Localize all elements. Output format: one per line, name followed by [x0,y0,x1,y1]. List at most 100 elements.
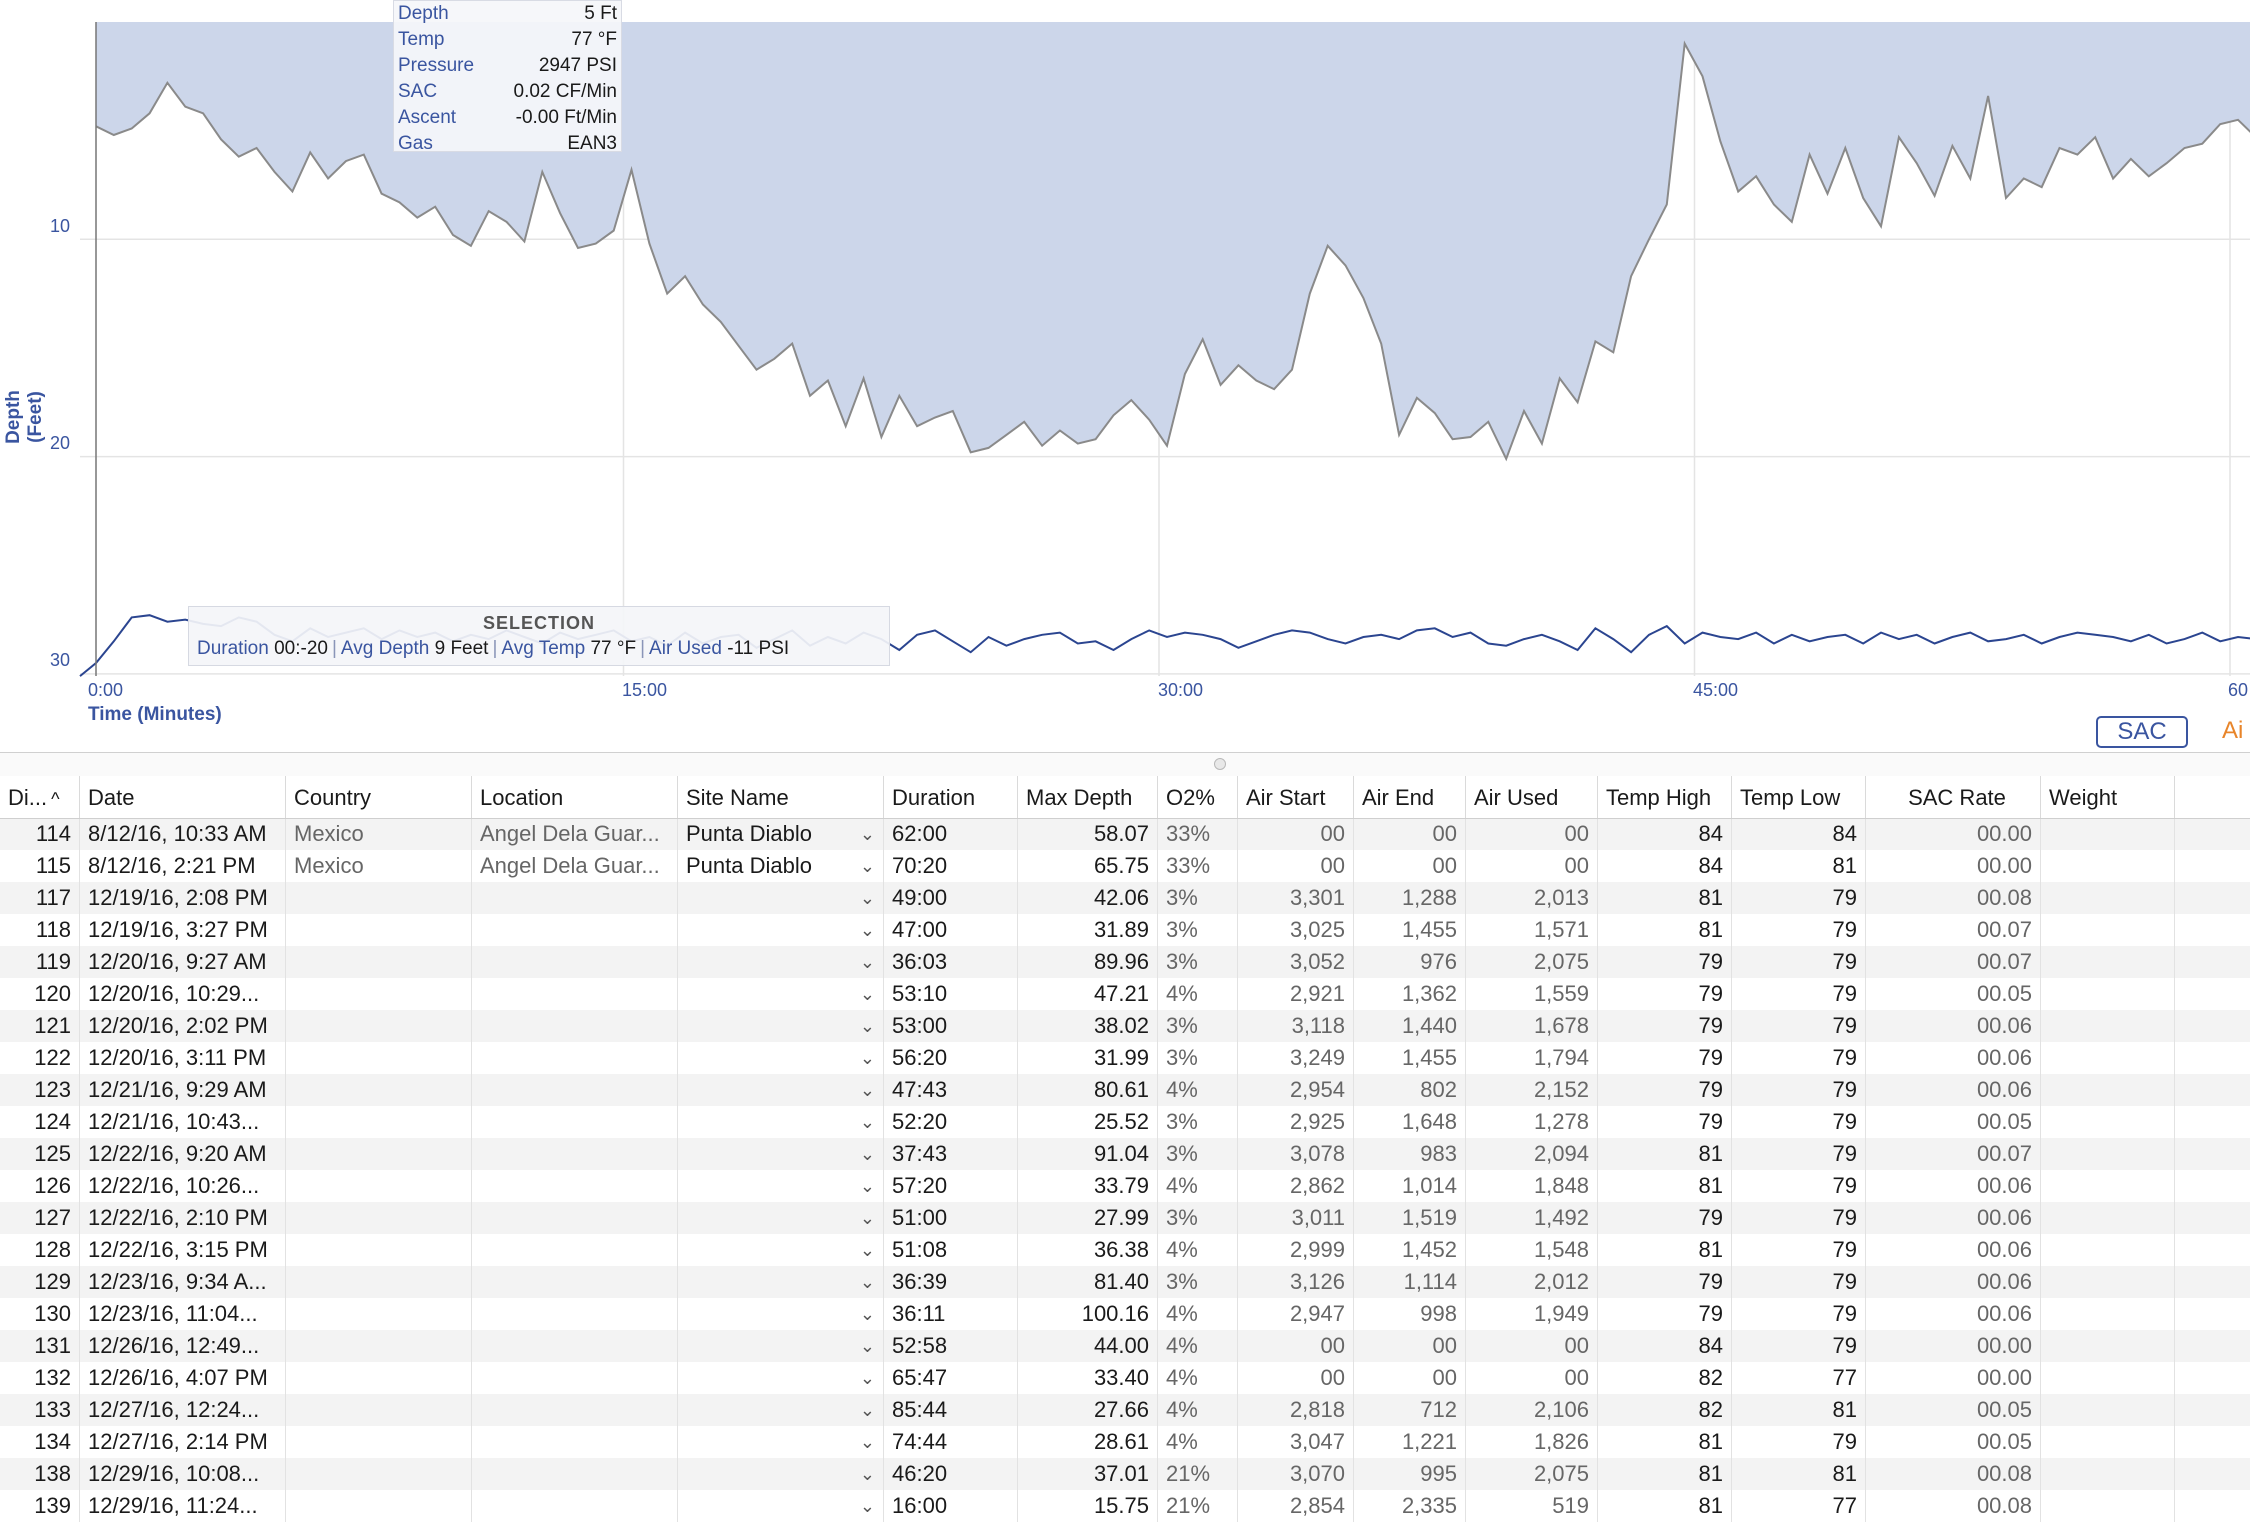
chevron-down-icon[interactable]: ⌄ [859,1144,875,1164]
chevron-down-icon[interactable]: ⌄ [859,1336,875,1356]
cell-site-name[interactable]: ⌄ [678,1138,884,1170]
cell-site-name[interactable]: ⌄ [678,914,884,946]
chevron-down-icon[interactable]: ⌄ [859,952,875,972]
cell-site-name[interactable]: Punta Diablo ⌄ [678,818,884,850]
column-header-temp-low[interactable]: Temp Low [1732,776,1866,818]
chevron-down-icon[interactable]: ⌄ [859,1400,875,1420]
table-row[interactable]: 123 12/21/16, 9:29 AM ⌄ 47:43 80.61 4% 2,954 80… [0,1074,2250,1106]
cell-site-name[interactable]: ⌄ [678,1330,884,1362]
sort-ascending-icon[interactable]: ^ [51,789,60,809]
chevron-down-icon[interactable]: ⌄ [859,1176,875,1196]
column-header-air-used[interactable]: Air Used [1466,776,1598,818]
chevron-down-icon[interactable]: ⌄ [859,1016,875,1036]
cell-text: 4% [1166,1173,1198,1198]
table-row[interactable]: 124 12/21/16, 10:43... ⌄ 52:20 25.52 3% 2,925 1… [0,1106,2250,1138]
cell-site-name[interactable]: ⌄ [678,1490,884,1522]
table-row[interactable]: 132 12/26/16, 4:07 PM ⌄ 65:47 33.40 4% 00 00 00 8… [0,1362,2250,1394]
cell-site-name[interactable]: ⌄ [678,1106,884,1138]
cell-temp-high: 84 [1598,818,1732,850]
pane-splitter[interactable] [0,752,2250,777]
chevron-down-icon[interactable]: ⌄ [859,1112,875,1132]
cell-site-name[interactable]: ⌄ [678,1234,884,1266]
table-row[interactable]: 121 12/20/16, 2:02 PM ⌄ 53:00 38.02 3% 3,118 1,… [0,1010,2250,1042]
chevron-down-icon[interactable]: ⌄ [859,1432,875,1452]
table-row[interactable]: 133 12/27/16, 12:24... ⌄ 85:44 27.66 4% 2,818 7… [0,1394,2250,1426]
cell-text: 00.00 [1976,1333,2032,1358]
cell-text: 131 [34,1333,71,1358]
cell-site-name[interactable]: ⌄ [678,1010,884,1042]
chevron-down-icon[interactable]: ⌄ [859,1368,875,1388]
table-row[interactable]: 128 12/22/16, 3:15 PM ⌄ 51:08 36.38 4% 2,999 1,… [0,1234,2250,1266]
cell-weight [2041,1042,2175,1074]
sac-toggle-button[interactable]: SAC [2096,716,2188,748]
chevron-down-icon[interactable]: ⌄ [859,1048,875,1068]
column-header-air-start[interactable]: Air Start [1238,776,1354,818]
table-row[interactable]: 131 12/26/16, 12:49... ⌄ 52:58 44.00 4% 00 00 00… [0,1330,2250,1362]
column-header-air-end[interactable]: Air End [1354,776,1466,818]
chevron-down-icon[interactable]: ⌄ [859,888,875,908]
column-header-location[interactable]: Location [472,776,678,818]
splitter-handle-icon[interactable] [1214,758,1226,770]
cell-site-name[interactable]: ⌄ [678,1074,884,1106]
table-row[interactable]: 134 12/27/16, 2:14 PM ⌄ 74:44 28.61 4% 3,047 1,… [0,1426,2250,1458]
table-row[interactable]: 127 12/22/16, 2:10 PM ⌄ 51:00 27.99 3% 3,011 1,… [0,1202,2250,1234]
column-header-sac-rate[interactable]: SAC Rate [1866,776,2041,818]
column-header-dive-number[interactable]: Di... ^ [0,776,80,818]
chevron-down-icon[interactable]: ⌄ [859,1208,875,1228]
column-header-duration[interactable]: Duration [884,776,1018,818]
cell-site-name[interactable]: ⌄ [678,1298,884,1330]
dive-profile-chart[interactable]: Depth (Feet) 10 20 30 0:00 15:00 30:00 4… [0,0,2250,760]
table-row[interactable]: 114 8/12/16, 10:33 AM Mexico Angel Dela Gua… [0,818,2250,850]
cell-text: 84 [1698,853,1723,878]
table-row[interactable]: 117 12/19/16, 2:08 PM ⌄ 49:00 42.06 3% 3,301 1,… [0,882,2250,914]
cell-o2-percent: 21% [1158,1490,1238,1522]
cell-site-name[interactable]: ⌄ [678,882,884,914]
chevron-down-icon[interactable]: ⌄ [859,824,875,844]
cell-site-name[interactable]: ⌄ [678,1202,884,1234]
chevron-down-icon[interactable]: ⌄ [859,1464,875,1484]
chevron-down-icon[interactable]: ⌄ [859,1272,875,1292]
chevron-down-icon[interactable]: ⌄ [859,856,875,876]
cell-location: Angel Dela Guar... [472,850,678,882]
table-row[interactable]: 129 12/23/16, 9:34 A... ⌄ 36:39 81.40 3% 3,126… [0,1266,2250,1298]
cell-site-name[interactable]: ⌄ [678,1362,884,1394]
table-row[interactable]: 139 12/29/16, 11:24... ⌄ 16:00 15.75 21% 2,854… [0,1490,2250,1522]
chevron-down-icon[interactable]: ⌄ [859,1240,875,1260]
cell-site-name[interactable]: ⌄ [678,1042,884,1074]
air-toggle-button[interactable]: Ai [2222,717,2244,744]
column-header-max-depth[interactable]: Max Depth [1018,776,1158,818]
column-header-site-name[interactable]: Site Name [678,776,884,818]
table-row[interactable]: 119 12/20/16, 9:27 AM ⌄ 36:03 89.96 3% 3,052 97… [0,946,2250,978]
table-row[interactable]: 130 12/23/16, 11:04... ⌄ 36:11 100.16 4% 2,947… [0,1298,2250,1330]
cell-country [286,946,472,978]
column-header-weight[interactable]: Weight [2041,776,2175,818]
cell-site-name[interactable]: ⌄ [678,946,884,978]
cell-site-name[interactable]: ⌄ [678,1394,884,1426]
table-row[interactable]: 126 12/22/16, 10:26... ⌄ 57:20 33.79 4% 2,862 1… [0,1170,2250,1202]
cell-site-name[interactable]: ⌄ [678,1458,884,1490]
cell-site-name[interactable]: ⌄ [678,1170,884,1202]
chevron-down-icon[interactable]: ⌄ [859,1080,875,1100]
column-header-o2-percent[interactable]: O2% [1158,776,1238,818]
cell-site-name[interactable]: ⌄ [678,1426,884,1458]
table-row[interactable]: 118 12/19/16, 3:27 PM ⌄ 47:00 31.89 3% 3,025 1,… [0,914,2250,946]
cell-site-name[interactable]: ⌄ [678,1266,884,1298]
column-header-date[interactable]: Date [80,776,286,818]
cell-text: 00 [1432,1333,1457,1358]
table-row[interactable]: 115 8/12/16, 2:21 PM Mexico Angel Dela Guar… [0,850,2250,882]
chevron-down-icon[interactable]: ⌄ [859,920,875,940]
table-row[interactable]: 138 12/29/16, 10:08... ⌄ 46:20 37.01 21% 3,070… [0,1458,2250,1490]
chevron-down-icon[interactable]: ⌄ [859,1304,875,1324]
chevron-down-icon[interactable]: ⌄ [859,984,875,1004]
selection-summary: SELECTION Duration 00:-20 | Avg Depth 9 Fe… [188,606,890,666]
table-row[interactable]: 122 12/20/16, 3:11 PM ⌄ 56:20 31.99 3% 3,249 1,… [0,1042,2250,1074]
cell-site-name[interactable]: Punta Diablo ⌄ [678,850,884,882]
cell-site-name[interactable]: ⌄ [678,978,884,1010]
chevron-down-icon[interactable]: ⌄ [859,1496,875,1516]
column-header-country[interactable]: Country [286,776,472,818]
table-row[interactable]: 125 12/22/16, 9:20 AM ⌄ 37:43 91.04 3% 3,078 98… [0,1138,2250,1170]
table-row[interactable]: 120 12/20/16, 10:29... ⌄ 53:10 47.21 4% 2,921 1… [0,978,2250,1010]
column-header-temp-high[interactable]: Temp High [1598,776,1732,818]
